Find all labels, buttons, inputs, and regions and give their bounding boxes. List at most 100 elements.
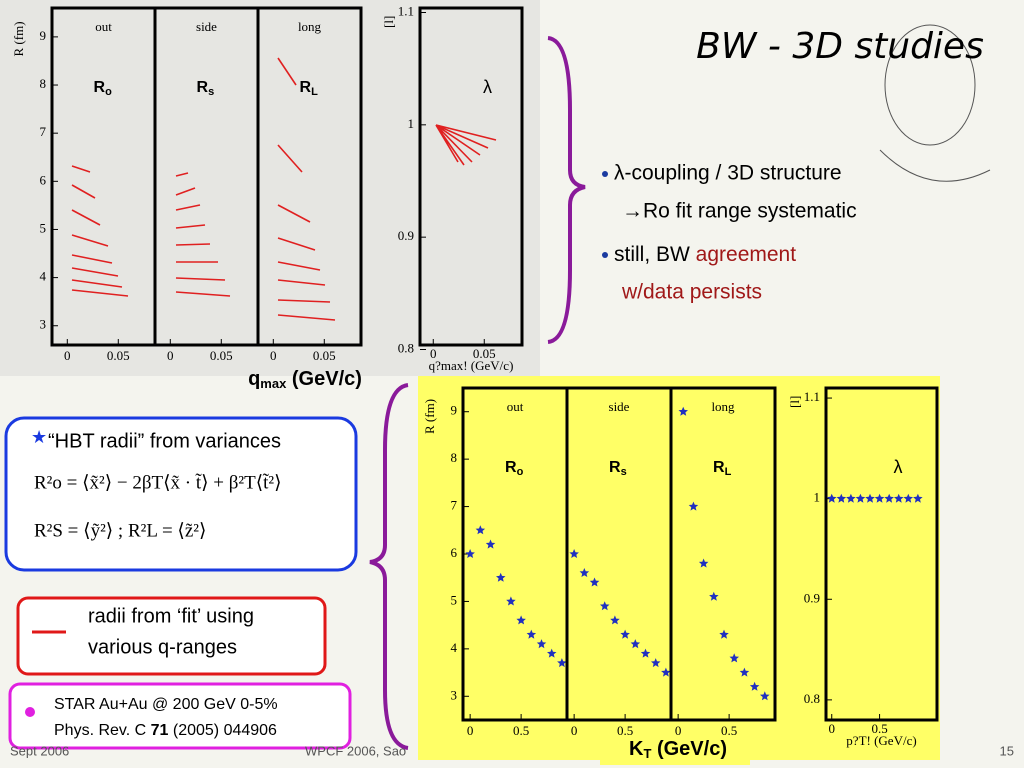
ref-text: STAR Au+Au @ 200 GeV 0-5%: [54, 696, 278, 713]
radius-sub: o: [105, 86, 112, 98]
data-point: [749, 681, 760, 691]
caption-rest: (GeV/c): [651, 738, 727, 760]
data-point: [506, 596, 516, 606]
y-axis-label: R (fm): [11, 21, 26, 56]
y-tick-label: 5: [451, 592, 458, 607]
data-point: [698, 558, 709, 568]
caption-bg: [600, 735, 750, 765]
data-point: [874, 493, 885, 503]
bullet: [602, 171, 608, 177]
data-point: [688, 501, 699, 511]
x-tick-label: 0.05: [107, 348, 130, 363]
caption-rest: (GeV/c): [286, 368, 362, 390]
data-point: [620, 629, 630, 639]
panel-name: out: [507, 399, 524, 414]
y-tick-label: 4: [451, 640, 458, 655]
bullet-highlight: w/data persists: [621, 281, 762, 304]
ref-part: (2005) 044906: [168, 722, 277, 739]
data-point: [913, 493, 923, 503]
data-point: [661, 667, 671, 677]
data-point: [640, 648, 651, 658]
y-tick-label: 9: [40, 28, 47, 43]
y-tick-label: 8: [451, 450, 458, 465]
data-point: [719, 629, 729, 639]
bottom-caption: KT (GeV/c): [629, 738, 727, 761]
lambda-symbol: λ: [483, 77, 492, 97]
hbt-box: [4, 416, 358, 572]
lambda-symbol: λ: [894, 457, 903, 477]
ref-part: Phys. Rev. C: [54, 722, 151, 739]
x-tick-label: 0: [167, 348, 174, 363]
y-axis-label: R (fm): [422, 399, 437, 434]
fit-segments: [71, 57, 497, 321]
bullet-subtext: →Ro fit range systematic: [622, 200, 857, 223]
radius-main: R: [300, 79, 312, 96]
y-tick-label: 3: [40, 317, 47, 332]
data-point: [485, 539, 496, 549]
x-tick-label: 0: [675, 723, 682, 738]
radius-label: RL: [300, 79, 319, 98]
x-tick-label: 0: [64, 348, 71, 363]
bullet-text: still, BW agreement: [614, 243, 796, 266]
data-point: [865, 493, 875, 503]
top-caption: qmax (GeV/c): [248, 368, 362, 391]
panel-frame: [256, 6, 363, 347]
formula: R²o = ⟨x̃²⟩ − 2βT⟨x̃ · t̃⟩ + β²T⟨t̃²⟩: [34, 472, 282, 493]
y-axis-label: [l]: [787, 396, 802, 408]
caption-main: K: [629, 738, 644, 760]
x-axis-label: p?T! (GeV/c): [846, 733, 916, 748]
radius-main: R: [505, 459, 517, 476]
y-tick-label: 8: [40, 76, 47, 91]
data-point: [630, 639, 641, 649]
top-figure-bg: [0, 0, 540, 376]
x-tick-label: 0.5: [871, 721, 887, 736]
fit-text: various q-ranges: [88, 636, 237, 658]
y-tick-label: 6: [451, 545, 458, 560]
data-point: [894, 493, 904, 503]
data-point: [827, 493, 837, 503]
caption-sub: max: [260, 376, 287, 391]
radius-main: R: [197, 79, 209, 96]
y-tick-label: 4: [40, 269, 47, 284]
portrait: [879, 24, 991, 182]
data-point: [678, 406, 688, 416]
x-tick-label: 0: [270, 348, 277, 363]
y-tick-label: 0.8: [398, 340, 414, 355]
radius-sub: o: [517, 466, 524, 478]
x-tick-label: 0: [467, 723, 474, 738]
x-tick-label: 0.5: [513, 723, 529, 738]
radius-label: RL: [713, 459, 732, 478]
x-tick-label: 0.05: [313, 348, 336, 363]
star-legend-dot: [25, 707, 35, 717]
formula: R²S = ⟨ỹ²⟩ ; R²L = ⟨z̃²⟩: [34, 520, 206, 541]
panel-name: side: [609, 399, 630, 414]
y-tick-label: 1: [814, 490, 821, 505]
y-tick-label: 3: [451, 687, 458, 702]
data-point: [610, 615, 620, 625]
panel-frame: [824, 386, 939, 722]
footer-page: 15: [1000, 743, 1014, 758]
fit-text: radii from ‘fit’ using: [88, 605, 254, 627]
hbt-heading: “HBT radii” from variances: [48, 430, 281, 452]
radius-sub: L: [311, 86, 318, 98]
panel-name: long: [711, 399, 735, 414]
bullet-highlight: agreement: [696, 243, 797, 266]
data-point: [600, 601, 610, 611]
ref-volume: 71: [151, 722, 169, 739]
radius-main: R: [609, 459, 621, 476]
fit-box: [16, 596, 327, 676]
data-point: [557, 658, 567, 668]
data-point: [846, 493, 856, 503]
radius-sub: s: [621, 466, 627, 478]
data-point: [547, 648, 557, 658]
y-tick-label: 1.1: [804, 389, 820, 404]
x-tick-label: 0: [571, 723, 578, 738]
x-tick-label: 0.5: [617, 723, 633, 738]
y-tick-label: 7: [451, 498, 458, 513]
radius-label: Rs: [609, 459, 627, 478]
panel-frame: [669, 386, 777, 722]
caption-sub: T: [643, 746, 651, 761]
